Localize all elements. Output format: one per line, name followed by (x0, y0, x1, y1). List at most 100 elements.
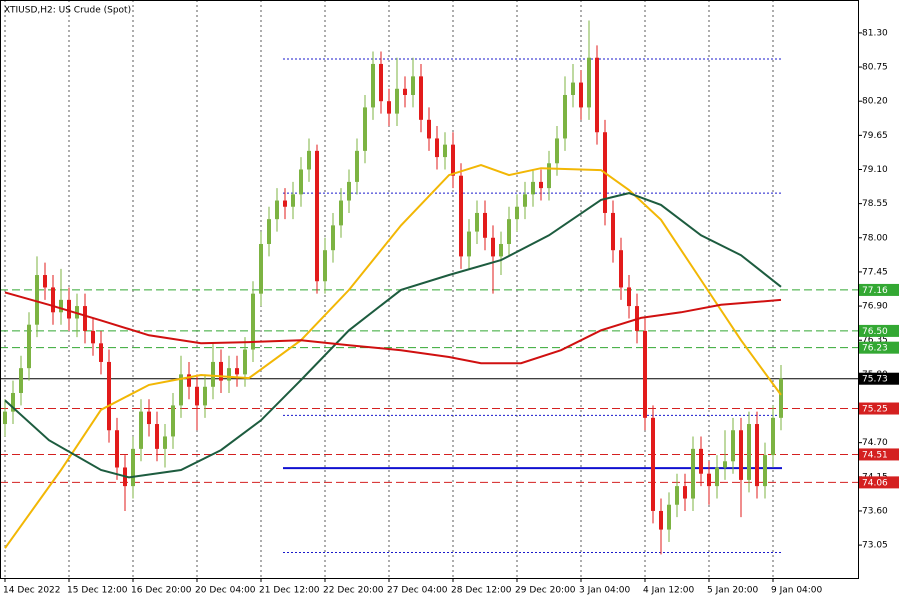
candle-body (643, 330, 647, 418)
y-tick-label: 81.30 (862, 28, 888, 38)
price-tag-label: 76.50 (862, 327, 888, 337)
candle-body (51, 287, 55, 313)
candle-body (459, 175, 463, 257)
x-tick-label: 22 Dec 20:00 (323, 586, 384, 596)
plot-frame (0, 0, 859, 579)
candle-body (203, 386, 207, 406)
candle-body (43, 275, 47, 288)
x-tick-label: 27 Dec 04:00 (387, 586, 448, 596)
candle-body (731, 430, 735, 462)
moving-average (4, 291, 782, 365)
y-tick-label: 76.35 (862, 336, 888, 346)
x-tick-label: 20 Dec 04:00 (195, 586, 256, 596)
candle-body (171, 405, 175, 437)
y-tick-label: 79.10 (862, 165, 888, 175)
price-tag (859, 448, 899, 461)
candle-body (427, 119, 431, 139)
candle-body (387, 101, 391, 114)
candle-body (627, 287, 631, 307)
x-tick-label: 29 Dec 20:00 (515, 586, 576, 596)
candle-body (259, 243, 263, 294)
candle-body (571, 82, 575, 95)
candle-body (339, 200, 343, 226)
y-tick-label: 79.65 (862, 131, 888, 141)
price-tag-label: 75.25 (862, 405, 888, 415)
price-tag (859, 372, 899, 385)
price-tag (859, 283, 899, 296)
candle-body (723, 461, 727, 468)
candle-body (707, 473, 711, 487)
candle-body (483, 212, 487, 238)
candle-body (699, 448, 703, 474)
candle-body (307, 150, 311, 170)
candle-body (467, 231, 471, 257)
candle-body (155, 424, 159, 449)
candle-body (379, 63, 383, 102)
candle-body (411, 76, 415, 95)
candle-body (595, 57, 599, 133)
candle-body (491, 237, 495, 257)
candle-body (299, 169, 303, 195)
candle-body (667, 504, 671, 530)
x-tick-label: 21 Dec 12:00 (259, 586, 320, 596)
price-tag (859, 341, 899, 354)
candle-body (323, 250, 327, 282)
candle-body (547, 163, 551, 189)
candle-body (107, 361, 111, 431)
candle-body (747, 424, 751, 480)
candle-body (651, 417, 655, 511)
candle-body (83, 306, 87, 331)
candle-body (11, 392, 15, 412)
y-tick-label: 73.05 (862, 541, 888, 551)
candle-body (355, 150, 359, 182)
candle-body (555, 138, 559, 164)
price-tag (859, 324, 899, 337)
candle-body (187, 374, 191, 387)
candle-body (163, 436, 167, 449)
y-tick-label: 78.00 (862, 233, 888, 243)
moving-average (4, 192, 782, 479)
candle-body (611, 212, 615, 251)
candle-body (419, 76, 423, 120)
price-tag-label: 75.73 (862, 375, 888, 385)
y-tick-label: 78.55 (862, 199, 888, 209)
candle-body (531, 181, 535, 195)
chart-title: XTIUSD,H2: US Crude (Spot) (4, 6, 131, 16)
candle-body (139, 411, 143, 449)
candle-body (331, 225, 335, 251)
candle-body (659, 510, 663, 530)
candle-body (99, 343, 103, 362)
x-tick-label: 4 Jan 12:00 (643, 586, 695, 596)
candle-body (475, 212, 479, 232)
x-tick-label: 15 Dec 12:00 (67, 586, 128, 596)
candle-body (443, 144, 447, 158)
candle-body (67, 299, 71, 319)
candle-body (435, 138, 439, 158)
candle-body (243, 349, 247, 375)
candle-body (507, 219, 511, 244)
candle-body (779, 378, 783, 418)
candle-body (347, 181, 351, 201)
candle-body (763, 455, 767, 487)
y-tick-label: 80.20 (862, 97, 888, 107)
price-tag-label: 74.06 (862, 478, 888, 488)
price-tag-label: 77.16 (862, 286, 888, 296)
y-tick-label: 80.75 (862, 63, 888, 73)
candle-body (499, 243, 503, 257)
candle-body (291, 194, 295, 207)
moving-average (4, 164, 782, 549)
candle-body (59, 299, 63, 313)
candle-body (3, 411, 7, 425)
candle-body (523, 194, 527, 207)
price-tag (859, 402, 899, 415)
candle-body (19, 368, 23, 393)
candle-body (35, 275, 39, 325)
y-tick-label: 74.70 (862, 438, 888, 448)
x-tick-label: 9 Jan 04:00 (771, 586, 823, 596)
candle-body (147, 411, 151, 425)
candle-body (683, 486, 687, 499)
y-tick-label: 73.60 (862, 506, 888, 516)
y-tick-label: 76.90 (862, 302, 888, 312)
x-tick-label: 5 Jan 20:00 (707, 586, 759, 596)
